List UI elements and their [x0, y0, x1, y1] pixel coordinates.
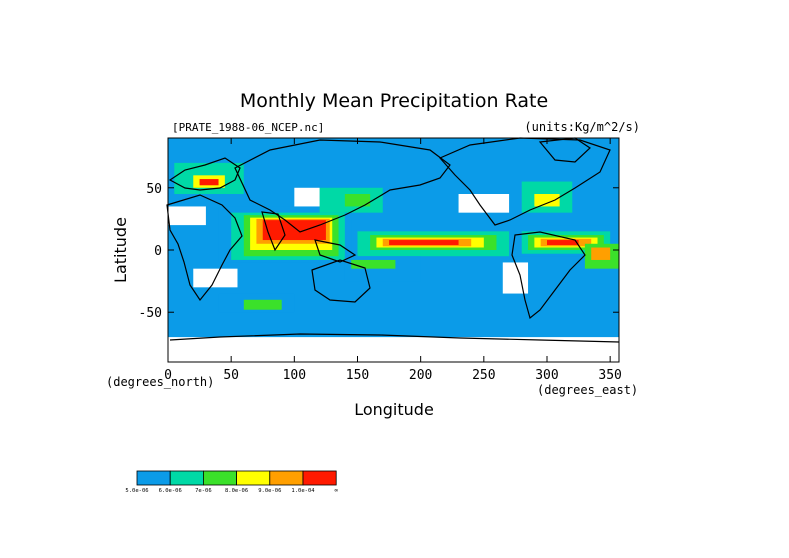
y-axis-title: Latitude	[111, 217, 130, 283]
x-tick-label: 300	[535, 368, 558, 383]
colorbar-label: 1.0e-04	[291, 488, 315, 494]
precip-region	[243, 299, 282, 310]
colorbar-swatch	[269, 470, 304, 486]
x-axis: 0 50 100 150 200 250 300 350	[164, 138, 622, 383]
precip-region	[591, 247, 611, 260]
precip-region	[389, 240, 459, 246]
precip-region	[546, 240, 579, 246]
missing-data-area	[168, 337, 619, 362]
x-tick-label: 100	[283, 368, 306, 383]
colorbar-swatch	[136, 470, 171, 486]
missing-data-area	[294, 187, 320, 207]
precipitation-cells	[168, 138, 619, 362]
colorbar-label: 8.0e-06	[225, 488, 248, 494]
precip-region	[534, 194, 560, 207]
x-tick-label: 350	[598, 368, 621, 383]
chart-title: Monthly Mean Precipitation Rate	[240, 90, 548, 112]
y-unit-label: (degrees_north)	[106, 375, 214, 389]
x-tick-label: 50	[223, 368, 239, 383]
colorbar-swatch	[302, 470, 337, 486]
y-axis: -50 0 50	[139, 182, 619, 321]
x-tick-label: 200	[409, 368, 432, 383]
colorbar-swatch	[202, 470, 237, 486]
missing-data-area	[168, 206, 206, 226]
y-tick-label: 50	[146, 182, 162, 197]
y-tick-label: 0	[154, 244, 162, 259]
colorbar-legend: 5.0e-06 6.0e-06 7e-06 8.0e-06 9.0e-06 1.0e-04…	[125, 470, 339, 494]
subtitle-left: [PRATE_1988-06_NCEP.nc]	[172, 121, 324, 134]
colorbar-label: 9.0e-06	[258, 488, 281, 494]
x-axis-title: Longitude	[354, 400, 434, 419]
colorbar-label: 6.0e-06	[159, 488, 182, 494]
coastline-outlines	[166, 137, 620, 343]
precip-region	[351, 259, 396, 269]
precip-region	[199, 179, 219, 186]
x-tick-label: 0	[164, 368, 172, 383]
missing-data-area	[458, 194, 510, 213]
x-tick-label: 250	[472, 368, 495, 383]
colorbar-label: 7e-06	[195, 488, 212, 494]
colorbar-swatch	[169, 470, 204, 486]
colorbar-swatch	[236, 470, 271, 486]
x-tick-label: 150	[346, 368, 369, 383]
precip-region	[344, 194, 371, 207]
y-tick-label: -50	[139, 306, 162, 321]
colorbar-label: 5.0e-06	[125, 488, 148, 494]
subtitle-right: (units:Kg/m^2/s)	[524, 120, 640, 134]
missing-data-area	[502, 262, 529, 294]
x-unit-label: (degrees_east)	[537, 383, 638, 397]
precip-region	[262, 220, 326, 241]
colorbar-label: ∞	[335, 488, 339, 494]
